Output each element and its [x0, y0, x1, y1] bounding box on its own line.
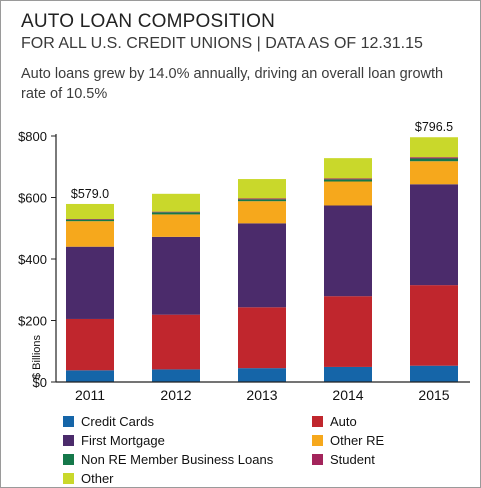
bar-segment — [66, 318, 114, 371]
bar-segment — [66, 246, 114, 319]
bar-segment — [152, 314, 200, 370]
chart-title: AUTO LOAN COMPOSITION — [21, 11, 276, 32]
y-tick-label: $0 — [33, 375, 47, 390]
x-tick-label: 2013 — [246, 387, 277, 403]
total-annotation: $796.5 — [415, 120, 453, 134]
bar-segment — [66, 221, 114, 247]
bar-segment — [324, 296, 372, 367]
bar-segment — [238, 199, 286, 202]
bar-segment — [238, 307, 286, 369]
y-tick-label: $400 — [18, 252, 47, 267]
x-tick-label: 2011 — [75, 387, 105, 403]
bar-segment — [410, 161, 458, 185]
chart-note: Auto loans grew by 14.0% annually, drivi… — [21, 66, 444, 102]
bar-segment — [324, 178, 372, 180]
bar-segment — [66, 219, 114, 220]
bar-segment — [324, 158, 372, 179]
y-tick-label: $800 — [18, 129, 47, 144]
bar-segment — [66, 203, 114, 220]
bar-segment — [410, 137, 458, 158]
bar-segment — [324, 366, 372, 382]
bar-segment — [152, 211, 200, 213]
bar-segment — [66, 219, 114, 222]
bar-segment — [152, 369, 200, 382]
y-tick-label: $600 — [18, 191, 47, 206]
y-axis-title: $ Billions — [31, 334, 43, 379]
x-tick-label: 2014 — [332, 387, 363, 403]
bar-segment — [238, 368, 286, 382]
bar-segment — [238, 201, 286, 224]
bar-segment — [410, 157, 458, 159]
bar-segment — [410, 184, 458, 286]
bar-segment — [410, 285, 458, 366]
bar-segment — [410, 158, 458, 162]
bar-segment — [152, 236, 200, 315]
y-tick-label: $200 — [18, 314, 47, 329]
bar-segment — [152, 214, 200, 237]
bar-segment — [238, 198, 286, 200]
bar-segment — [324, 205, 372, 297]
bar-segment — [410, 365, 458, 382]
bar-segment — [238, 179, 286, 199]
total-annotation: $579.0 — [71, 187, 109, 201]
bar-segment — [238, 223, 286, 308]
bar-segment — [324, 179, 372, 182]
bar-segment — [324, 181, 372, 206]
bar-segment — [152, 212, 200, 215]
bar-segment — [152, 193, 200, 212]
x-tick-label: 2015 — [418, 387, 449, 403]
bar-segment — [66, 370, 114, 382]
x-tick-label: 2012 — [160, 387, 191, 403]
chart-subtitle: FOR ALL U.S. CREDIT UNIONS | DATA AS OF … — [21, 35, 423, 52]
